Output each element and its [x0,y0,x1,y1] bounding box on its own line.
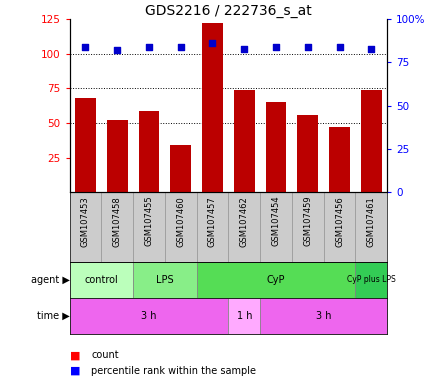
Text: control: control [84,275,118,285]
Text: GSM107456: GSM107456 [334,196,343,247]
Bar [133,262,196,298]
Text: GSM107462: GSM107462 [239,196,248,247]
Point [272,44,279,50]
Point [145,44,152,50]
Text: GSM107460: GSM107460 [176,196,185,247]
Text: time ▶: time ▶ [37,311,69,321]
Text: GSM107453: GSM107453 [81,196,90,247]
Title: GDS2216 / 222736_s_at: GDS2216 / 222736_s_at [145,4,311,18]
Bar [233,90,254,192]
Text: GSM107461: GSM107461 [366,196,375,247]
Text: LPS: LPS [156,275,173,285]
Bar [228,298,260,334]
Text: percentile rank within the sample: percentile rank within the sample [91,366,256,376]
Text: ■: ■ [69,350,80,360]
Point [209,40,216,46]
Bar [107,120,127,192]
Text: GSM107459: GSM107459 [302,196,312,247]
Point [114,47,121,53]
Bar [196,262,355,298]
Text: count: count [91,350,119,360]
Bar [355,262,386,298]
Text: GSM107457: GSM107457 [207,196,217,247]
Text: 3 h: 3 h [315,311,331,321]
Text: GSM107455: GSM107455 [144,196,153,247]
Bar [138,111,159,192]
Text: CyP plus LPS: CyP plus LPS [346,275,395,284]
Bar [170,145,191,192]
Bar [297,115,317,192]
Bar [75,98,95,192]
Bar [265,102,286,192]
Point [304,44,311,50]
Bar [360,90,381,192]
Bar [69,298,228,334]
Point [82,44,89,50]
Bar [329,127,349,192]
Point [367,46,374,52]
Bar [69,262,133,298]
Text: CyP: CyP [266,275,285,285]
Point [335,44,342,50]
Text: 3 h: 3 h [141,311,156,321]
Point [240,46,247,52]
Text: GSM107454: GSM107454 [271,196,280,247]
Text: agent ▶: agent ▶ [31,275,69,285]
Point [177,44,184,50]
Text: ■: ■ [69,366,80,376]
Text: 1 h: 1 h [236,311,251,321]
Bar [202,23,222,192]
Text: GSM107458: GSM107458 [112,196,122,247]
Bar [260,298,386,334]
